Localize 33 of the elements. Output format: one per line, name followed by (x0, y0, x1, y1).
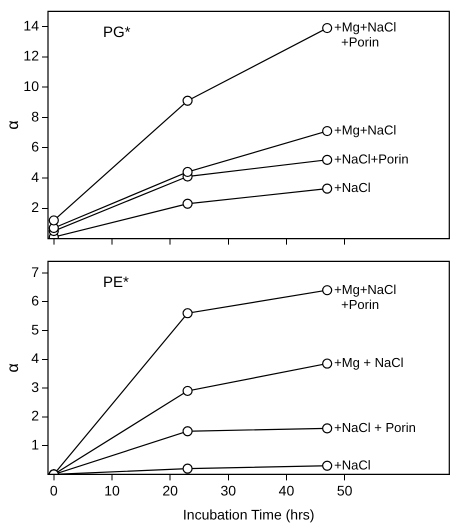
series-label: +Mg+NaCl (334, 122, 396, 138)
y-axis-title: α (5, 363, 22, 373)
y-axis-title: α (5, 120, 22, 130)
x-tick-label: 20 (162, 482, 178, 499)
series-label: +Mg+NaCl +Porin (334, 282, 396, 312)
y-tick-label: 2 (31, 408, 40, 424)
series-label: +NaCl (334, 180, 371, 196)
series-label: +NaCl (334, 457, 371, 472)
text: PE* (103, 274, 130, 292)
x-tick-label: 30 (220, 482, 236, 499)
x-tick-label: 50 (336, 482, 353, 499)
y-tick-label: 1 (31, 436, 40, 452)
series-label: +Mg + NaCl (334, 355, 404, 370)
y-tick-label: 10 (23, 78, 40, 94)
x-tick-label: 40 (278, 482, 294, 499)
x-tick-label: 10 (104, 482, 120, 499)
y-tick-label: 5 (31, 321, 40, 338)
y-tick-label: 2 (31, 199, 40, 216)
y-tick-label: 7 (31, 264, 40, 280)
series-label: +NaCl+Porin (334, 151, 409, 166)
y-tick-label: 4 (31, 168, 40, 185)
x-tick-label: 0 (50, 482, 58, 499)
y-tick-label: 3 (31, 378, 40, 395)
y-tick-label: 4 (31, 350, 40, 366)
y-tick-label: 6 (31, 292, 40, 309)
y-tick-label: 8 (31, 108, 40, 124)
y-tick-label: 6 (31, 138, 40, 155)
text: PG* (103, 24, 131, 42)
series-label: +NaCl + Porin (334, 420, 416, 435)
y-tick-label: 14 (23, 17, 40, 34)
x-axis-title: Incubation Time (hrs) (182, 506, 314, 522)
series-label: +Mg+NaCl +Porin (334, 20, 396, 50)
y-tick-label: 12 (23, 48, 40, 64)
